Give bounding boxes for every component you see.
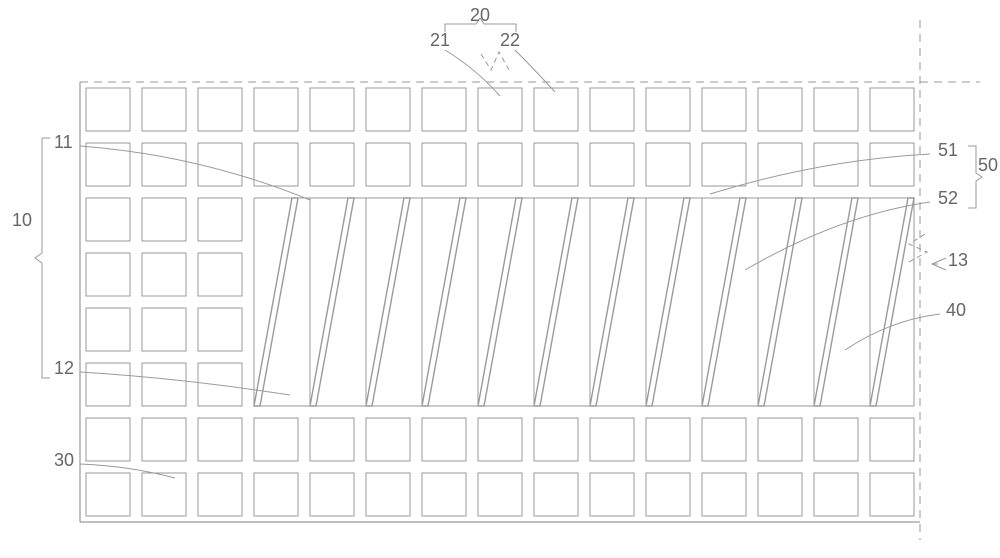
label-51: 51 — [938, 140, 958, 161]
label-11: 11 — [54, 132, 73, 153]
label-30: 30 — [54, 450, 74, 471]
label-10: 10 — [12, 210, 32, 231]
label-50: 50 — [978, 155, 998, 176]
label-13: 13 — [948, 250, 968, 271]
label-40: 40 — [946, 300, 966, 321]
label-21: 21 — [430, 30, 450, 51]
label-20: 20 — [470, 5, 490, 26]
diagram-svg — [0, 0, 1000, 558]
label-12: 12 — [54, 358, 74, 379]
diagram-container: { "canvas": { "width": 1000, "height": 5… — [0, 0, 1000, 558]
label-22: 22 — [500, 30, 520, 51]
label-52: 52 — [938, 188, 958, 209]
